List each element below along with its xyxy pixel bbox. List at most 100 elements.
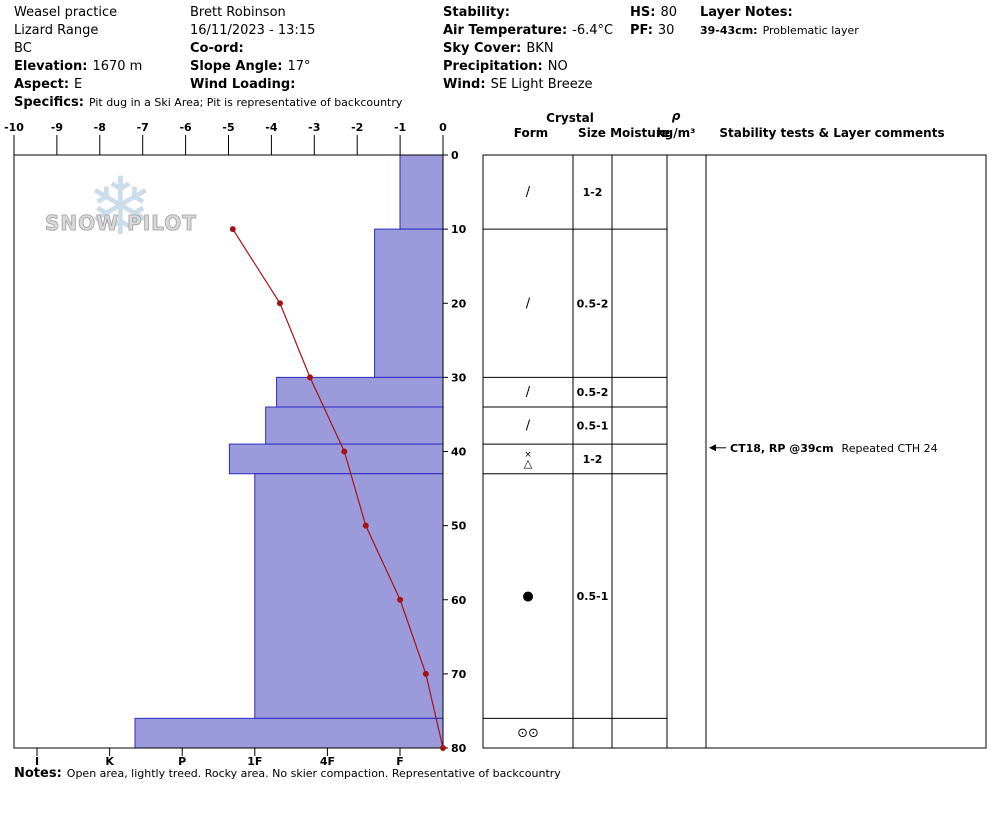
- coordinates-label: Co-ord:: [190, 41, 244, 56]
- temperature-point-30cm: [307, 374, 314, 381]
- hardness-tick-label: 1F: [247, 755, 262, 768]
- depth-tick-label: 40: [451, 446, 467, 459]
- temperature-point-70cm: [422, 670, 429, 677]
- temperature-tick-label: -6: [179, 121, 192, 134]
- crystal-form-icon-faceted-mixed-forms: △: [524, 457, 533, 470]
- crystal-size-label: 0.5-1: [577, 590, 609, 603]
- elevation-label: Elevation:: [14, 59, 88, 74]
- crystal-form-icon-decomposing-fragments: /: [526, 385, 531, 400]
- sky-cover-value: BKN: [526, 41, 554, 56]
- temperature-point-60cm: [397, 596, 404, 603]
- wind-loading-line: Wind Loading:: [190, 76, 315, 94]
- hardness-tick-label: I: [35, 755, 39, 768]
- hardness-bar-34-39cm: [265, 406, 444, 445]
- coordinates-line: Co-ord:: [190, 40, 315, 58]
- air-temp-label: Air Temperature:: [443, 23, 568, 38]
- precipitation-line: Precipitation: NO: [443, 58, 613, 76]
- stability-test-comment: CT18, RP @39cm Repeated CTH 24: [730, 442, 938, 455]
- density-column-header: ρ: [672, 109, 681, 123]
- aspect-value: E: [74, 77, 83, 92]
- comment-arrow-head-icon: [709, 444, 716, 452]
- density-column-units: kg/m³: [657, 126, 696, 140]
- depth-tick-label: 60: [451, 594, 467, 607]
- aspect-line: Aspect: E: [14, 76, 402, 94]
- temperature-point-50cm: [362, 522, 369, 529]
- wind-loading-label: Wind Loading:: [190, 77, 296, 92]
- elevation-value: 1670 m: [92, 59, 143, 74]
- hardness-bar-30-34cm: [276, 376, 444, 408]
- crystal-size-label: 0.5-2: [577, 386, 609, 399]
- temperature-tick-label: -9: [51, 121, 63, 134]
- stability-label: Stability:: [443, 5, 510, 20]
- temperature-tick-label: 0: [439, 121, 447, 134]
- axes-group: -10 -9 -8 -7 -6 -5 -4 -3 -2 -1 0I K P 1F 4F F0102030405…: [4, 121, 467, 768]
- pf-label: PF:: [630, 23, 653, 38]
- specifics-value: Pit dug in a Ski Area; Pit is representa…: [88, 96, 403, 109]
- air-temp-line: Air Temperature: -6.4°C: [443, 22, 613, 40]
- temperature-point-20cm: [276, 300, 283, 307]
- depth-tick-label: 80: [451, 742, 467, 755]
- header-col-observer: Brett Robinson 16/11/2023 - 13:15 Co-ord…: [190, 4, 315, 94]
- hardness-bar-10-30cm: [374, 228, 444, 378]
- crystal-form-icon-melt-forms: ⊙⊙: [517, 726, 539, 741]
- hardness-tick-label: 4F: [320, 755, 335, 768]
- temperature-tick-label: -4: [265, 121, 278, 134]
- sky-cover-line: Sky Cover: BKN: [443, 40, 613, 58]
- crystal-size-label: 0.5-2: [577, 297, 609, 310]
- stability-comments-header: Stability tests & Layer comments: [719, 126, 944, 140]
- crystal-size-label: 1-2: [583, 453, 603, 466]
- layer-notes-label: Layer Notes:: [700, 5, 793, 20]
- crystal-panel-group: / 1-2 / 0.5-2 / 0.5-2 / 0.5-1 ×△ 1-2 ● 0.5-1 ⊙⊙ CT18,…: [482, 154, 987, 749]
- moisture-column-header: Moisture: [610, 126, 670, 140]
- density-column-border: [666, 154, 707, 749]
- precipitation-label: Precipitation:: [443, 59, 543, 74]
- header-col-hs-pf: HS: 80 PF: 30: [630, 4, 677, 40]
- aspect-label: Aspect:: [14, 77, 70, 92]
- stability-line: Stability:: [443, 4, 613, 22]
- temperature-line: [232, 228, 444, 749]
- hardness-tick-label: K: [105, 755, 114, 768]
- pf-line: PF: 30: [630, 22, 677, 40]
- temperature-tick-label: -3: [308, 121, 320, 134]
- snowpilot-logo: ❄ SNOW PILOT: [45, 167, 225, 273]
- hardness-bar-43-76cm: [254, 473, 444, 719]
- layer-note-depth: 39-43cm:: [700, 24, 758, 37]
- air-temp-value: -6.4°C: [572, 23, 614, 38]
- crystal-size-label: 0.5-1: [577, 420, 609, 433]
- size-column-header: Size: [578, 126, 606, 140]
- header-col-layer-notes: Layer Notes: 39-43cm: Problematic layer: [700, 4, 859, 40]
- specifics-line: Specifics: Pit dug in a Ski Area; Pit is …: [14, 94, 402, 112]
- precipitation-value: NO: [547, 59, 568, 74]
- depth-tick-label: 70: [451, 668, 467, 681]
- depth-tick-label: 30: [451, 371, 467, 384]
- depth-tick-label: 10: [451, 223, 467, 236]
- layer-note-item: 39-43cm: Problematic layer: [700, 22, 859, 40]
- notes-line: Notes: Open area, lightly treed. Rocky ar…: [14, 766, 561, 781]
- notes-label: Notes:: [14, 766, 62, 781]
- crystal-form-icon-faceted-mixed-forms: ×: [524, 450, 532, 460]
- crystal-form-icon-decomposing-fragments: /: [526, 419, 531, 434]
- temperature-tick-label: -7: [137, 121, 149, 134]
- wind-line: Wind: SE Light Breeze: [443, 76, 613, 94]
- hs-label: HS:: [630, 5, 656, 20]
- header-col-site: Weasel practice Lizard Range BC Elevatio…: [14, 4, 402, 112]
- snowflake-icon: ❄: [87, 160, 155, 253]
- hardness-tick-label: F: [396, 755, 404, 768]
- temperature-point-40cm: [341, 448, 348, 455]
- crystal-size-label: 1-2: [583, 186, 603, 199]
- temperature-tick-label: -8: [94, 121, 106, 134]
- crystal-form-icon-decomposing-fragments: /: [526, 185, 531, 200]
- crystal-form-icon-decomposing-fragments: /: [526, 296, 531, 311]
- temperature-point-10cm: [229, 226, 236, 233]
- pf-value: 30: [657, 23, 675, 38]
- observer-name: Brett Robinson: [190, 5, 286, 20]
- pit-title: Weasel practice: [14, 5, 118, 20]
- hs-value: 80: [660, 5, 677, 20]
- pit-datetime: 16/11/2023 - 13:15: [190, 23, 316, 38]
- temperature-tick-label: -2: [351, 121, 363, 134]
- depth-tick-label: 50: [451, 520, 467, 533]
- hardness-bar-39-43cm: [228, 443, 444, 475]
- crystal-grid-border: [482, 154, 668, 749]
- crystal-column-header: Crystal: [546, 111, 594, 125]
